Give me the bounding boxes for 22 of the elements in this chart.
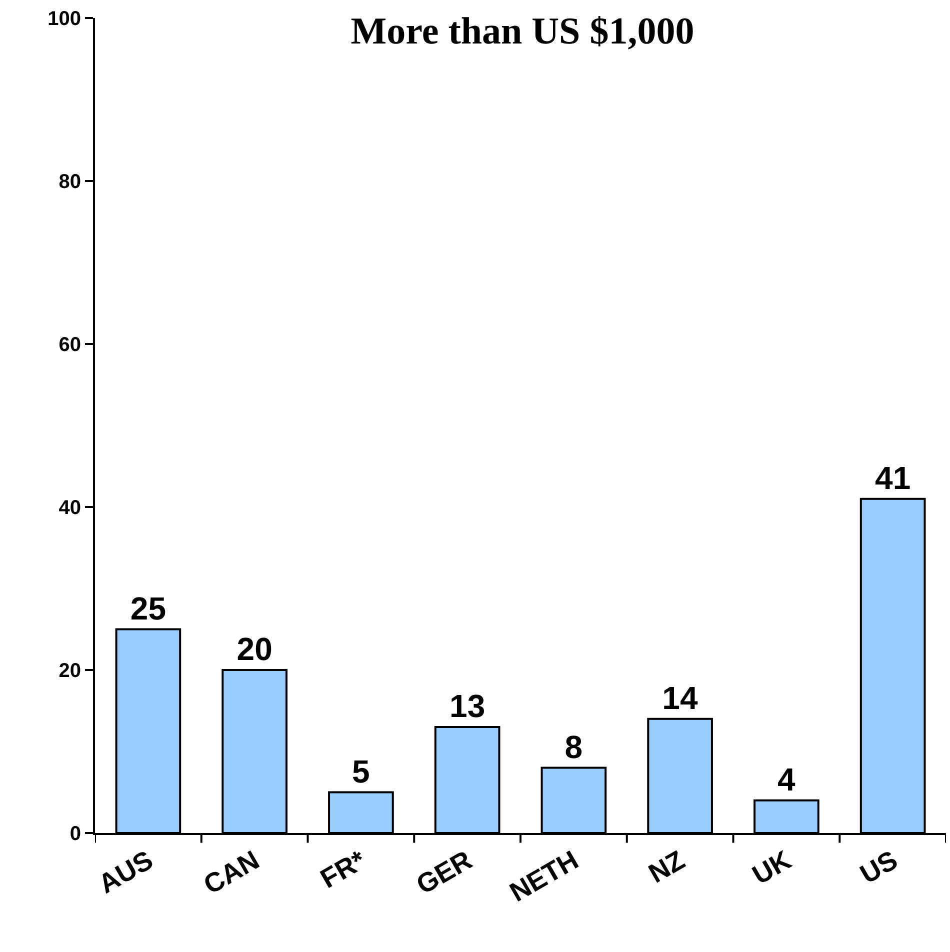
x-tick-label: GER xyxy=(411,844,478,900)
data-label: 41 xyxy=(875,460,911,496)
y-tick-label: 20 xyxy=(58,660,81,682)
y-tick-label: 0 xyxy=(70,823,81,845)
x-tick-label: US xyxy=(855,844,903,890)
y-tick-label: 60 xyxy=(58,334,81,356)
data-label: 5 xyxy=(352,753,370,790)
x-tick-label: AUS xyxy=(94,844,158,900)
data-label: 8 xyxy=(564,728,583,765)
chart-title: More than US $1,000 xyxy=(350,10,694,52)
y-tick-label: 40 xyxy=(58,497,81,519)
x-tick-label: NZ xyxy=(644,844,690,889)
x-tick-label: CAN xyxy=(198,844,264,900)
y-tick-label: 100 xyxy=(48,8,81,30)
y-tick-label: 80 xyxy=(58,171,81,193)
data-label: 14 xyxy=(662,680,698,716)
data-label: 13 xyxy=(450,688,486,724)
data-label: 4 xyxy=(777,761,796,798)
x-tick-label: UK xyxy=(747,844,797,890)
data-label: 20 xyxy=(236,631,272,667)
data-label: 25 xyxy=(130,590,166,626)
x-tick-label: FR* xyxy=(315,844,372,894)
